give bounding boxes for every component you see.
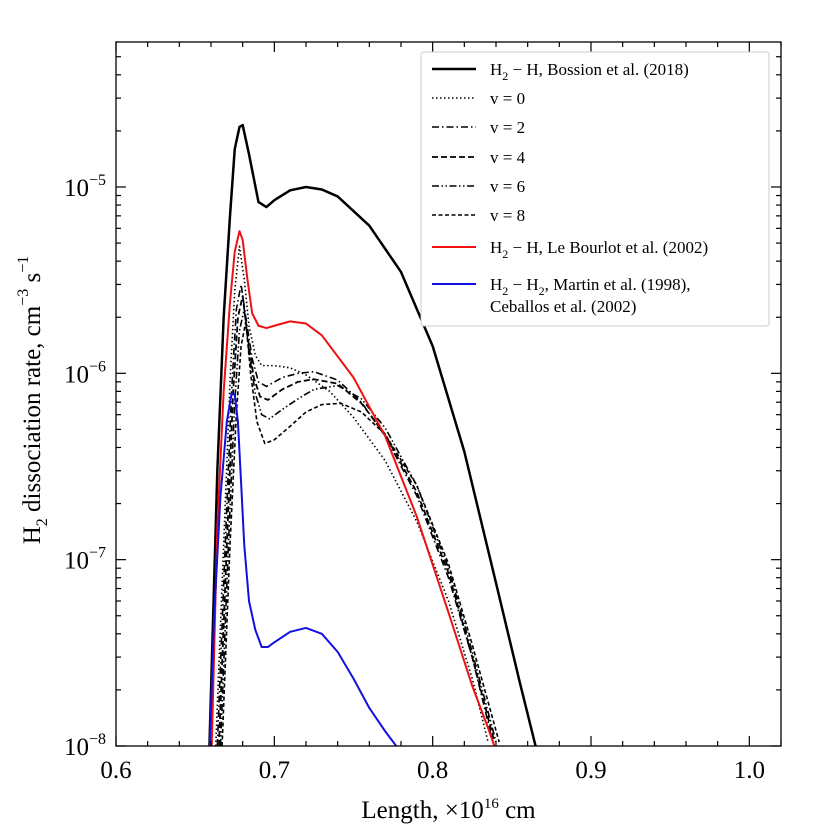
x-tick-label: 0.8: [417, 757, 448, 784]
y-tick-label: 10−6: [64, 358, 106, 388]
legend-label-2: v = 2: [490, 118, 525, 137]
legend-label-3: v = 4: [490, 148, 526, 167]
plot-frame: [115, 41, 782, 747]
legend-label-1: v = 0: [490, 89, 525, 108]
labels-layer: 0.6 0.7 0.8 0.9 1.0 10−8 10−7 10−6 10−5 Length, ×…: [15, 172, 765, 824]
x-tick-label: 1.0: [734, 757, 765, 784]
legend-label-7-line2: Ceballos et al. (2002): [490, 297, 636, 316]
y-axis-label: H2 dissociation rate, cm−3 s−1: [15, 256, 51, 545]
series-line-7: [208, 392, 398, 746]
series-line-1: [214, 245, 489, 746]
series-line-5: [221, 320, 500, 746]
series-line-2: [216, 283, 494, 746]
x-tick-label: 0.6: [100, 757, 131, 784]
series-line-6: [210, 230, 496, 746]
series-layer: [208, 123, 537, 746]
legend-label-5: v = 8: [490, 206, 525, 225]
y-tick-label: 10−7: [64, 545, 106, 575]
legend-label-0: H2 − H, Bossion et al. (2018): [490, 60, 689, 83]
series-line-4: [219, 308, 497, 746]
legend-box: [420, 51, 770, 327]
ticks-layer: [115, 42, 782, 747]
legend-label-6: H2 − H, Le Bourlot et al. (2002): [490, 238, 708, 261]
y-tick-label: 10−8: [64, 731, 106, 761]
x-tick-label: 0.9: [575, 757, 606, 784]
legend-label-4: v = 6: [490, 177, 525, 196]
series-line-3: [218, 295, 496, 746]
series-line-0: [208, 123, 537, 746]
legend-label-7: H2 − H2, Martin et al. (1998),: [490, 275, 691, 298]
x-tick-label: 0.7: [259, 757, 290, 784]
x-axis-label: Length, ×1016 cm: [361, 796, 536, 824]
legend: H2 − H, Bossion et al. (2018) v = 0 v = 2 v…: [420, 51, 770, 327]
y-tick-label: 10−5: [64, 172, 106, 202]
